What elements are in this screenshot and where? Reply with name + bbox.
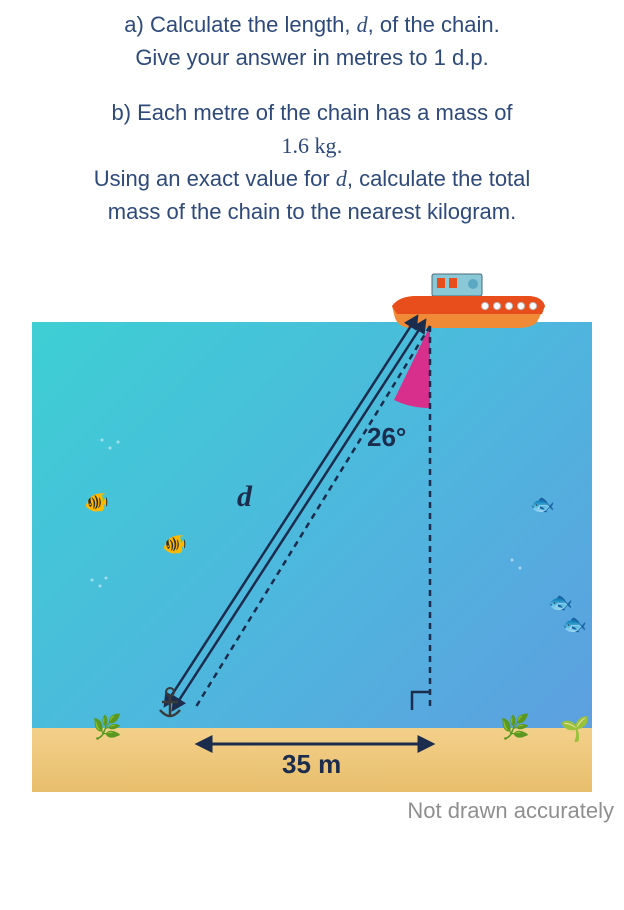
- part-b-mass: 1.6 kg: [281, 133, 336, 158]
- fish-icon: 🐟: [562, 612, 587, 637]
- footer-note: Not drawn accurately: [0, 792, 618, 824]
- diagram: 🐠 🐠 🐟 🐟 🐟 🌿 🌿 🌱: [32, 260, 592, 792]
- seaweed-icon: 🌿: [500, 713, 530, 742]
- part-a-line1-after: , of the chain.: [368, 12, 500, 37]
- boat-icon: [387, 266, 547, 336]
- angle-label: 26°: [367, 422, 406, 453]
- part-a-line1-before: a) Calculate the length,: [124, 12, 356, 37]
- part-a-var: d: [357, 12, 368, 37]
- d-label: d: [237, 480, 252, 514]
- seaweed-icon: 🌱: [560, 715, 590, 744]
- fish-icon: 🐟: [530, 492, 555, 517]
- part-a-line2: Give your answer in metres to 1 d.p.: [135, 45, 488, 70]
- water-background: [32, 322, 592, 754]
- fish-icon: 🐠: [162, 532, 187, 557]
- part-b-line3-var: d: [336, 166, 347, 191]
- fish-icon: 🐠: [84, 490, 109, 515]
- part-b-line4: mass of the chain to the nearest kilogra…: [108, 199, 516, 224]
- part-b-line1: b) Each metre of the chain has a mass of: [111, 100, 512, 125]
- part-b-line3-after: , calculate the total: [347, 166, 530, 191]
- question-text: a) Calculate the length, d, of the chain…: [0, 0, 624, 228]
- seaweed-icon: 🌿: [92, 713, 122, 742]
- part-a: a) Calculate the length, d, of the chain…: [30, 8, 594, 74]
- part-b-line3-before: Using an exact value for: [94, 166, 336, 191]
- part-b-mass-after: .: [336, 133, 342, 158]
- base-label: 35 m: [282, 749, 341, 780]
- part-b: b) Each metre of the chain has a mass of…: [30, 96, 594, 228]
